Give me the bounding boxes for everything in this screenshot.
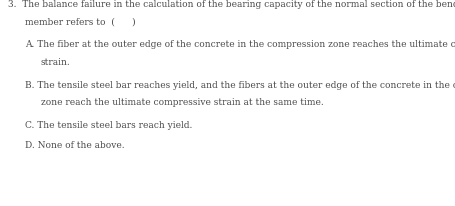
Text: member refers to  (      ): member refers to ( ) <box>25 18 136 27</box>
Text: zone reach the ultimate compressive strain at the same time.: zone reach the ultimate compressive stra… <box>41 98 324 107</box>
Text: strain.: strain. <box>41 58 71 67</box>
Text: B. The tensile steel bar reaches yield, and the fibers at the outer edge of the : B. The tensile steel bar reaches yield, … <box>25 81 455 90</box>
Text: 3.  The balance failure in the calculation of the bearing capacity of the normal: 3. The balance failure in the calculatio… <box>8 0 455 9</box>
Text: A. The fiber at the outer edge of the concrete in the compression zone reaches t: A. The fiber at the outer edge of the co… <box>25 40 455 49</box>
Text: D. None of the above.: D. None of the above. <box>25 141 125 150</box>
Text: C. The tensile steel bars reach yield.: C. The tensile steel bars reach yield. <box>25 121 192 130</box>
